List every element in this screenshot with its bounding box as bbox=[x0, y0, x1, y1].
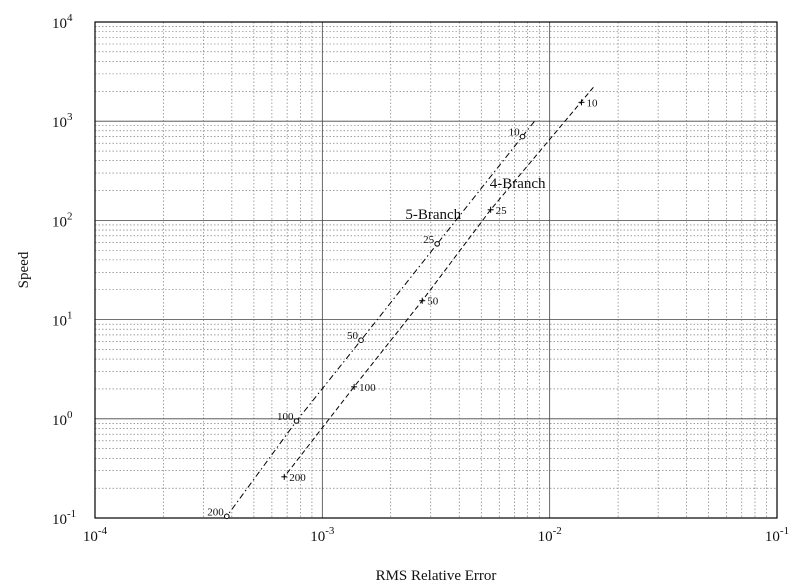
series-line bbox=[283, 86, 594, 478]
data-point-marker bbox=[434, 241, 440, 247]
data-point-marker bbox=[358, 337, 364, 343]
plot-frame bbox=[94, 21, 778, 519]
y-tick-label: 10-1 bbox=[52, 508, 76, 528]
x-axis-label: RMS Relative Error bbox=[376, 568, 497, 584]
data-point-label: 25 bbox=[496, 205, 508, 217]
grid bbox=[95, 22, 777, 518]
y-tick-label: 100 bbox=[52, 409, 73, 429]
x-tick-label: 10-4 bbox=[83, 525, 108, 545]
series-name-label: 4-Branch bbox=[490, 176, 546, 192]
y-tick-label: 102 bbox=[52, 210, 73, 230]
data-point-marker bbox=[224, 513, 230, 520]
data-point-marker bbox=[293, 418, 300, 424]
y-axis-label: Speed bbox=[16, 251, 32, 288]
data-point-label: 25 bbox=[423, 234, 435, 246]
data-point-marker bbox=[519, 133, 526, 140]
data-point-label: 100 bbox=[277, 411, 294, 423]
tick-labels: 10-4 10-3 10-2 10-1 10-1 100 101 102 103 104 bbox=[52, 12, 789, 545]
data-point-label: 10 bbox=[586, 97, 598, 109]
x-tick-label: 10-3 bbox=[310, 525, 335, 545]
data-point-label: 10 bbox=[509, 127, 521, 139]
y-tick-label: 101 bbox=[52, 310, 73, 330]
data-point-label: 100 bbox=[359, 382, 376, 394]
series-line bbox=[226, 121, 535, 517]
data-point-label: 50 bbox=[427, 296, 439, 308]
data-point-label: 200 bbox=[207, 506, 224, 518]
series-layer: 10 25 50 100 200 5-Branch 10 25 50 100 200 4-Branch bbox=[207, 86, 598, 520]
data-point-label: 50 bbox=[347, 330, 359, 342]
y-tick-label: 103 bbox=[52, 111, 73, 131]
data-point-label: 200 bbox=[289, 472, 306, 484]
series-five-branch: 10 25 50 100 200 5-Branch bbox=[207, 121, 535, 520]
series-four-branch: 10 25 50 100 200 4-Branch bbox=[281, 86, 598, 484]
y-tick-label: 104 bbox=[52, 12, 73, 32]
x-tick-label: 10-2 bbox=[538, 525, 562, 545]
series-name-label: 5-Branch bbox=[405, 207, 461, 223]
x-tick-label: 10-1 bbox=[765, 525, 789, 545]
